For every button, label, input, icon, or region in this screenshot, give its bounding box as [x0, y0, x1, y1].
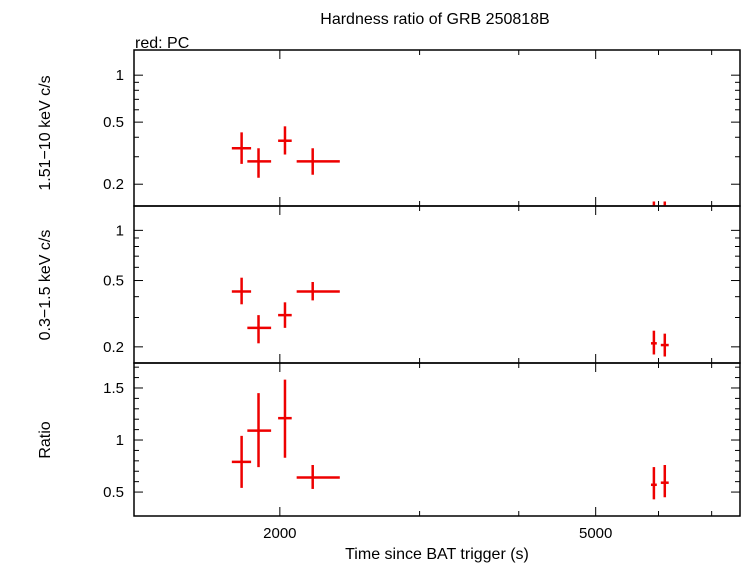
data-point: [247, 148, 272, 178]
data-point: [660, 333, 669, 357]
data-point: [231, 132, 252, 164]
data-point: [296, 281, 340, 301]
y-axis-label-hard: 1.51−10 keV c/s: [37, 75, 54, 190]
data-point: [650, 467, 657, 500]
data-point: [650, 330, 657, 355]
data-points: [231, 277, 669, 357]
y-tick-label: 0.5: [103, 484, 124, 501]
plot-frame: [133, 362, 741, 517]
data-point: [231, 277, 252, 305]
y-tick-label: 0.5: [103, 114, 124, 131]
data-point: [278, 302, 292, 328]
y-tick-label: 0.5: [103, 273, 124, 290]
x-tick-label: 2000: [263, 525, 296, 542]
plot-frame: [133, 205, 741, 364]
data-points: [231, 126, 667, 206]
y-tick-label: 1.5: [103, 380, 124, 397]
y-axis-label-soft: 0.3−1.5 keV c/s: [37, 230, 54, 341]
y-tick-label: 0.2: [103, 339, 124, 356]
chart-title: Hardness ratio of GRB 250818B: [320, 11, 549, 28]
data-point: [660, 465, 669, 498]
chart-subtitle: red: PC: [135, 35, 189, 52]
soft-band-panel: 0.2 0.5 1: [103, 205, 741, 364]
hard-band-panel: 0.2 0.5 1: [103, 49, 741, 207]
x-tick-label: 5000: [579, 525, 612, 542]
data-point: [296, 148, 340, 175]
y-tick-label: 1: [116, 67, 124, 84]
data-point: [296, 465, 340, 489]
y-tick-label: 1: [116, 222, 124, 239]
data-point: [247, 315, 272, 344]
data-point: [278, 379, 292, 458]
data-point: [663, 201, 667, 206]
data-point: [247, 393, 272, 468]
y-tick-label: 0.2: [103, 176, 124, 193]
y-tick-label: 1: [116, 432, 124, 449]
data-point: [278, 126, 292, 155]
data-point: [231, 435, 252, 488]
x-axis-label: Time since BAT trigger (s): [345, 546, 529, 563]
data-points: [231, 379, 669, 500]
data-point: [652, 201, 656, 206]
plot-frame: [133, 49, 741, 207]
y-axis-label-ratio: Ratio: [37, 421, 54, 458]
ratio-panel: 0.5 1 1.5 2000 5000: [103, 362, 741, 542]
